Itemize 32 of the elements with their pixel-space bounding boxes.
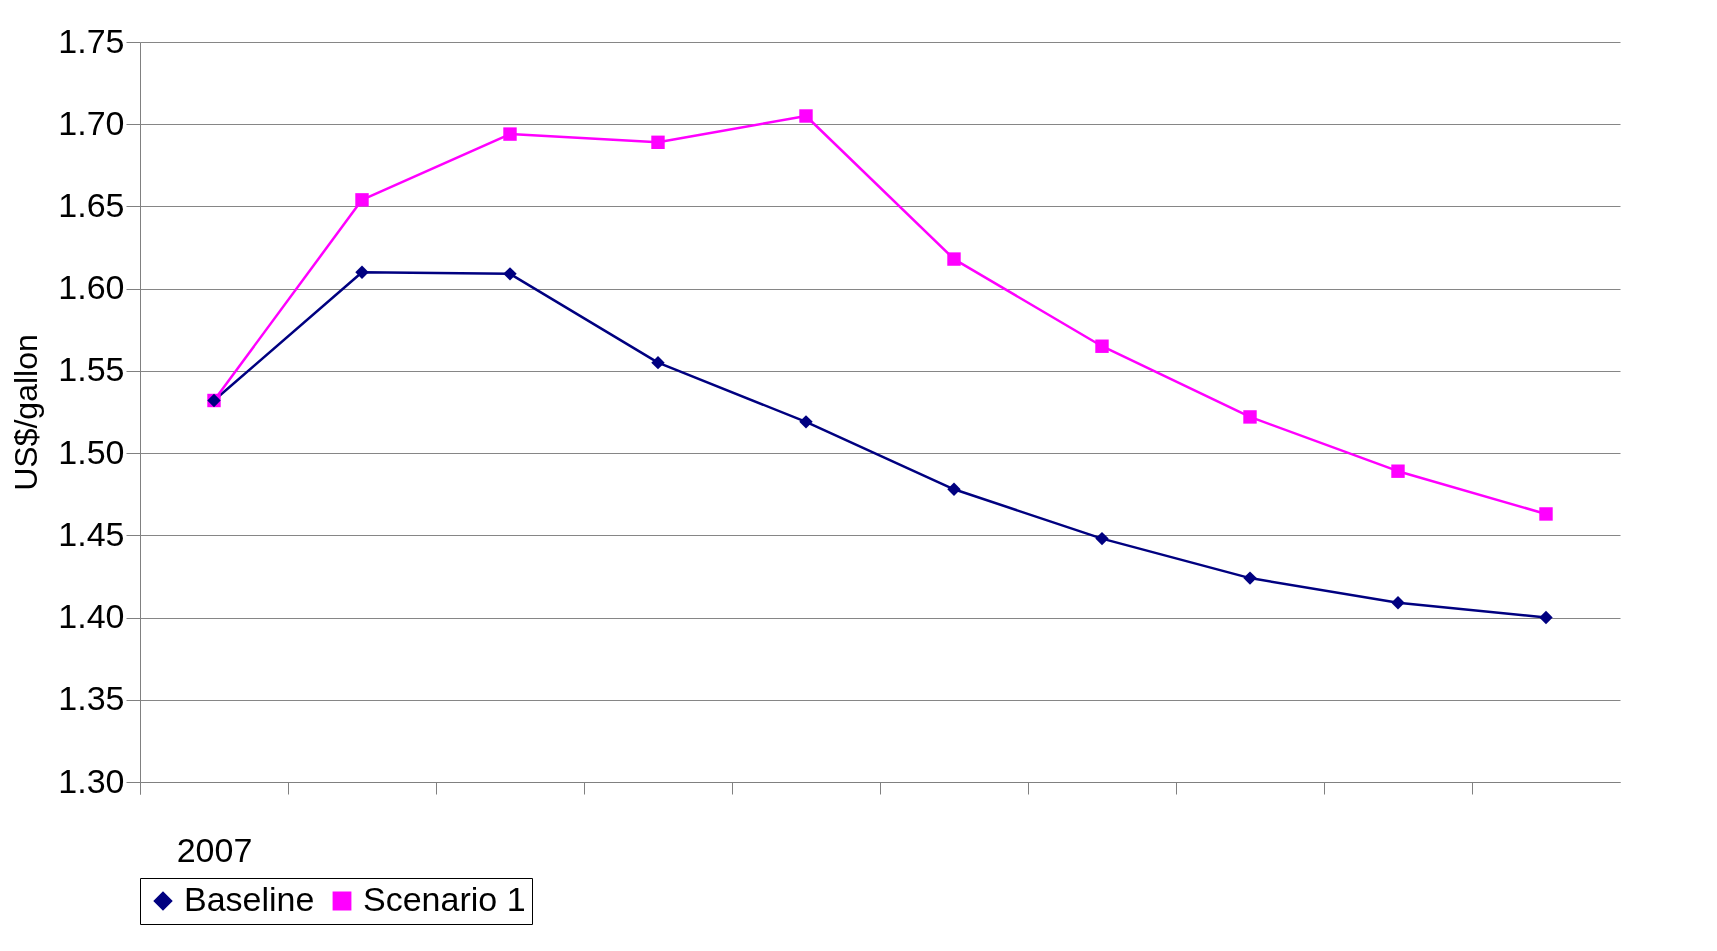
y-tick-label: 1.35 (58, 679, 125, 718)
x-tick-label: 2007 (176, 830, 253, 869)
point (503, 127, 517, 141)
y-axis-title: US$/gallon (8, 334, 45, 491)
point (503, 267, 517, 281)
point (355, 193, 369, 207)
y-tick-label: 1.55 (58, 350, 125, 389)
legend-label: Baseline (184, 880, 315, 918)
point (651, 355, 665, 370)
y-tick-label: 1.40 (58, 597, 125, 636)
point (1243, 410, 1257, 424)
point (799, 415, 813, 429)
point (1391, 596, 1405, 610)
point (947, 482, 961, 496)
point (651, 135, 665, 150)
point (1539, 610, 1553, 625)
legend-label: Scenario 1 (363, 880, 526, 918)
y-tick-label: 1.45 (58, 514, 125, 553)
y-tick-label: 1.30 (58, 761, 125, 800)
y-tick-label: 1.60 (58, 268, 125, 307)
point (799, 109, 813, 123)
y-tick-label: 1.75 (58, 21, 125, 60)
point (1243, 571, 1257, 585)
point (1539, 507, 1553, 521)
y-tick-label: 1.50 (58, 432, 125, 471)
point (947, 252, 961, 266)
point (1095, 339, 1109, 353)
y-tick-label: 1.70 (58, 103, 125, 142)
y-tick-label: 1.65 (58, 185, 125, 224)
point (1095, 531, 1109, 546)
point (1391, 464, 1405, 478)
point (355, 265, 369, 279)
